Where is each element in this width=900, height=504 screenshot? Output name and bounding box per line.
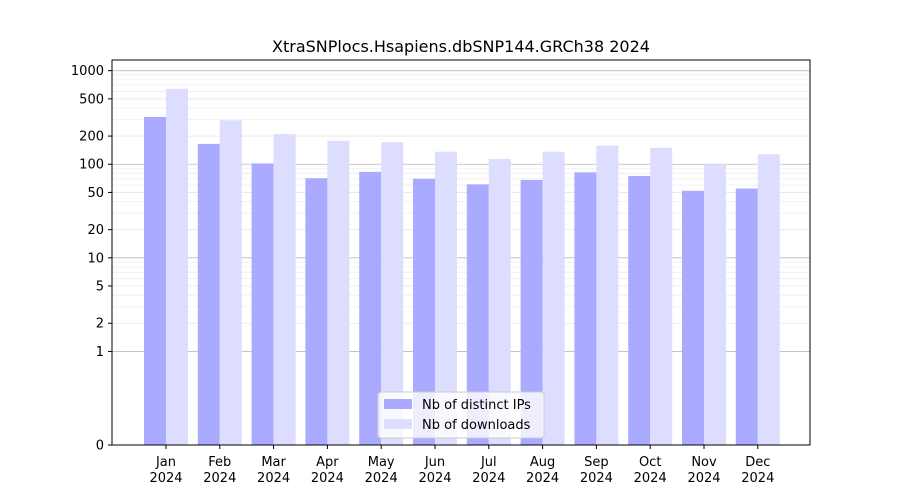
bar-distinct-ips <box>466 184 489 445</box>
y-tick-label: 200 <box>79 130 104 145</box>
x-tick-label-month: Mar <box>261 455 286 470</box>
bar-downloads <box>327 140 350 445</box>
x-tick-label-month: Jun <box>424 455 445 470</box>
bars-layer <box>144 88 780 446</box>
legend-label-distinct-ips: Nb of distinct IPs <box>422 398 531 413</box>
y-tick-label: 500 <box>79 92 104 107</box>
x-tick-label-month: Apr <box>316 455 339 470</box>
bar-downloads <box>435 151 457 445</box>
x-tick-label-month: Dec <box>745 455 770 470</box>
y-tick-label: 2 <box>96 317 104 332</box>
y-tick-label: 0 <box>96 439 104 454</box>
x-tick-label-month: Oct <box>639 455 661 470</box>
bar-distinct-ips <box>251 163 274 445</box>
bar-distinct-ips <box>574 172 597 446</box>
x-tick-label-month: Sep <box>584 455 609 470</box>
bar-distinct-ips <box>413 178 435 446</box>
bar-distinct-ips <box>520 179 543 445</box>
x-tick-label-year: 2024 <box>311 471 344 486</box>
x-tick-label-month: May <box>368 455 395 470</box>
bar-downloads <box>381 142 404 445</box>
bar-downloads <box>757 154 780 446</box>
chart-title: XtraSNPlocs.Hsapiens.dbSNP144.GRCh38 202… <box>272 37 650 56</box>
x-tick-label-year: 2024 <box>472 471 505 486</box>
bar-downloads <box>273 134 296 446</box>
x-tick-label-year: 2024 <box>365 471 398 486</box>
x-tick-label-month: Aug <box>530 455 555 470</box>
x-axis: Jan2024Feb2024Mar2024Apr2024May2024Jun20… <box>149 445 774 486</box>
legend-swatch-downloads <box>384 419 412 429</box>
bar-downloads <box>488 158 511 446</box>
bar-distinct-ips <box>628 175 651 445</box>
y-tick-label: 20 <box>87 223 104 238</box>
x-tick-label-year: 2024 <box>149 471 182 486</box>
x-tick-label-year: 2024 <box>203 471 236 486</box>
x-tick-label-year: 2024 <box>418 471 451 486</box>
y-tick-label: 1 <box>96 345 104 360</box>
y-tick-label: 10 <box>87 251 104 266</box>
x-tick-label-year: 2024 <box>526 471 559 486</box>
y-tick-label: 100 <box>79 158 104 173</box>
bar-distinct-ips <box>305 178 328 445</box>
y-axis: 0 1 2 5 10 20 50 100 200 500 1000 <box>71 64 112 454</box>
x-tick-label-year: 2024 <box>687 471 720 486</box>
bar-downloads <box>596 145 619 445</box>
x-tick-label-year: 2024 <box>634 471 667 486</box>
x-tick-label-year: 2024 <box>580 471 613 486</box>
y-tick-label: 5 <box>96 280 104 295</box>
legend-label-downloads: Nb of downloads <box>422 418 531 433</box>
x-tick-label-month: Nov <box>691 455 717 470</box>
bar-distinct-ips <box>197 143 220 445</box>
legend: Nb of distinct IPs Nb of downloads <box>377 391 545 439</box>
bar-distinct-ips <box>735 188 758 445</box>
legend-box <box>377 391 545 439</box>
bar-downloads <box>650 147 673 445</box>
x-tick-label-month: Jan <box>155 455 176 470</box>
plot-frame <box>111 59 811 446</box>
bar-downloads <box>704 164 726 445</box>
legend-swatch-distinct-ips <box>384 399 412 409</box>
bar-downloads <box>166 88 188 445</box>
y-tick-label: 1000 <box>71 64 104 79</box>
bar-distinct-ips <box>144 116 166 446</box>
bar-distinct-ips <box>682 190 704 445</box>
bar-distinct-ips <box>359 171 382 445</box>
x-tick-label-month: Jul <box>480 455 497 470</box>
bar-downloads <box>219 120 242 445</box>
x-tick-label-year: 2024 <box>257 471 290 486</box>
x-tick-label-month: Feb <box>208 455 231 470</box>
bar-downloads <box>542 151 565 445</box>
x-tick-label-year: 2024 <box>741 471 774 486</box>
y-tick-label: 50 <box>87 186 104 201</box>
